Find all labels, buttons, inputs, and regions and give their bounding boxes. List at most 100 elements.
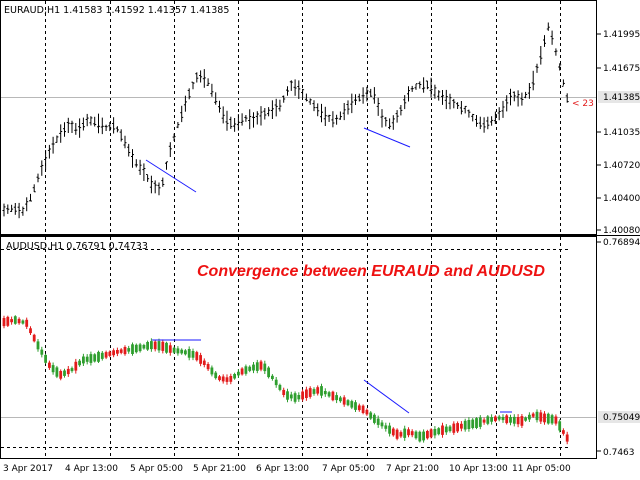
- indicator-candle-body: [104, 352, 108, 358]
- indicator-candle-body: [320, 386, 323, 396]
- indicator-candle-body: [452, 423, 456, 433]
- indicator-candle-body: [444, 426, 448, 433]
- time-label: 5 Apr 21:00: [193, 464, 246, 474]
- indicator-candle-body: [255, 362, 259, 371]
- indicator-candle-body: [195, 352, 199, 361]
- indicator-candle-body: [191, 351, 195, 358]
- indicator-candle-body: [354, 402, 357, 410]
- indicator-candle-body: [558, 421, 562, 431]
- indicator-candle-body: [501, 417, 505, 421]
- indicator-candle-body: [399, 432, 403, 437]
- divergence-line: [363, 127, 411, 148]
- indicator-candle-body: [157, 341, 161, 351]
- indicator-candle-body: [25, 319, 29, 327]
- indicator-candle-body: [456, 423, 459, 432]
- indicator-candle-body: [233, 374, 236, 379]
- indicator-candle-body: [66, 368, 70, 375]
- alert-marker: < 23: [572, 99, 594, 109]
- indicator-candle-body: [123, 347, 127, 355]
- indicator-candle-body: [13, 316, 17, 324]
- indicator-price-axis: 0.76894 0.75049 0.7463: [597, 238, 640, 458]
- indicator-candle-body: [554, 416, 558, 424]
- indicator-candle-body: [565, 434, 569, 442]
- indicator-candle-body: [240, 368, 244, 375]
- indicator-candle-body: [252, 364, 255, 371]
- indicator-candle-body: [176, 348, 180, 354]
- indicator-candle-body: [10, 319, 13, 323]
- indicator-candle-body: [274, 379, 278, 386]
- main-axis-label: 1.41675: [603, 64, 640, 74]
- time-label: 6 Apr 13:00: [256, 464, 309, 474]
- indicator-candle-body: [543, 413, 546, 423]
- indicator-candle-body: [116, 350, 119, 354]
- indicator-candle-body: [365, 409, 369, 415]
- indicator-candle-body: [138, 344, 142, 352]
- indicator-candle-body: [59, 371, 63, 379]
- time-label: 11 Apr 05:00: [512, 464, 571, 474]
- indicator-candle-body: [165, 342, 168, 353]
- indicator-candle-body: [346, 400, 350, 406]
- indicator-candle-body: [550, 415, 554, 424]
- indicator-candle-body: [210, 367, 214, 375]
- indicator-candle-body: [78, 360, 81, 366]
- indicator-candle-body: [380, 422, 384, 427]
- indicator-candle-body: [335, 395, 338, 401]
- indicator-candle-body: [214, 372, 218, 379]
- indicator-candle-body: [316, 387, 320, 394]
- indicator-candle-body: [531, 413, 535, 417]
- indicator-candle-body: [119, 349, 123, 353]
- indicator-chart-frame: [0, 236, 597, 459]
- current-price-label: 1.41385: [603, 93, 640, 103]
- indicator-candle-body: [312, 389, 316, 394]
- indicator-chart-header: AUDUSD,H1 0.76791 0.74733: [6, 241, 148, 252]
- indicator-candle-body: [339, 397, 342, 402]
- indicator-candle-body: [221, 376, 225, 382]
- indicator-candle-body: [218, 376, 221, 381]
- time-label: 7 Apr 05:00: [322, 464, 375, 474]
- time-axis: 3 Apr 2017 4 Apr 13:00 5 Apr 05:00 5 Apr…: [3, 464, 571, 474]
- indicator-candle-body: [418, 431, 422, 442]
- indicator-candle-body: [395, 429, 399, 439]
- indicator-candle-body: [509, 417, 512, 423]
- indicator-candle-body: [535, 411, 539, 421]
- indicator-axis-label: 0.7463: [603, 448, 635, 458]
- main-candles: [2, 22, 569, 219]
- indicator-candle-body: [21, 320, 25, 324]
- indicator-candle-body: [142, 345, 146, 349]
- indicator-candle-body: [40, 349, 44, 355]
- indicator-candles: [2, 315, 569, 445]
- indicator-candle-body: [494, 416, 497, 422]
- indicator-candle-body: [89, 354, 93, 363]
- indicator-candle-body: [225, 377, 229, 382]
- indicator-candle-body: [229, 376, 233, 382]
- indicator-candle-body: [150, 341, 153, 350]
- indicator-candle-body: [482, 419, 486, 423]
- indicator-candle-body: [289, 394, 293, 399]
- indicator-candle-body: [100, 352, 104, 359]
- indicator-candle-body: [388, 425, 391, 434]
- indicator-candle-body: [301, 391, 304, 400]
- indicator-candle-body: [422, 431, 425, 441]
- indicator-candle-body: [29, 328, 32, 334]
- indicator-candle-body: [199, 355, 202, 364]
- indicator-candle-body: [263, 363, 267, 372]
- indicator-candle-body: [490, 417, 493, 422]
- indicator-candle-body: [441, 425, 444, 435]
- indicator-candle-body: [308, 388, 312, 397]
- indicator-candle-body: [433, 429, 437, 436]
- indicator-candle-body: [244, 366, 248, 374]
- time-label: 10 Apr 13:00: [449, 464, 508, 474]
- indicator-candle-body: [202, 360, 206, 365]
- divergence-line: [145, 159, 197, 193]
- indicator-candle-body: [55, 367, 59, 377]
- indicator-candle-body: [410, 431, 414, 436]
- indicator-candle-body: [168, 345, 172, 353]
- indicator-candle-body: [17, 318, 21, 324]
- indicator-candle-body: [44, 354, 47, 363]
- indicator-candle-body: [463, 420, 467, 430]
- indicator-candle-body: [172, 347, 176, 353]
- indicator-candle-body: [478, 417, 482, 427]
- time-label: 4 Apr 13:00: [65, 464, 118, 474]
- indicator-axis-label: 0.76894: [603, 238, 640, 248]
